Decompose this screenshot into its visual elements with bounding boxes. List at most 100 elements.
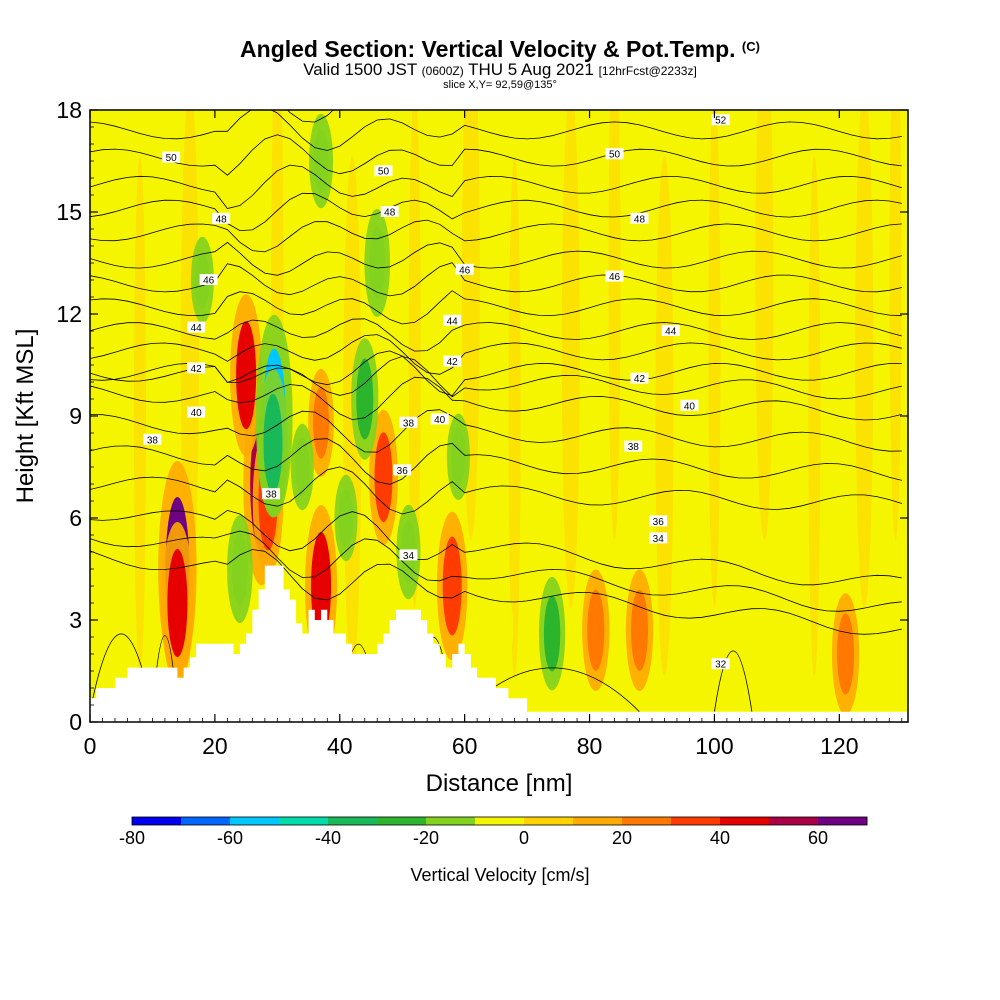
label-text: 52 bbox=[715, 116, 727, 127]
theta-contour bbox=[90, 334, 902, 375]
velocity-cell bbox=[837, 613, 855, 695]
label-text: 38 bbox=[628, 442, 640, 453]
label-text: 36 bbox=[397, 466, 409, 477]
velocity-cell bbox=[356, 358, 374, 440]
theta-contour bbox=[90, 409, 902, 453]
terrain-profile bbox=[90, 565, 908, 722]
theta-contour-label: 40 bbox=[187, 406, 206, 419]
velocity-cell bbox=[374, 432, 393, 523]
theta-contour-label: 46 bbox=[199, 274, 218, 287]
label-box bbox=[711, 658, 730, 670]
colorbar-swatch bbox=[132, 817, 182, 825]
label-box bbox=[393, 464, 412, 476]
colorbar-swatch bbox=[230, 817, 280, 825]
chart-title: Angled Section: Vertical Velocity & Pot.… bbox=[240, 36, 760, 62]
label-text: 48 bbox=[216, 214, 228, 225]
theta-contour bbox=[90, 509, 902, 586]
theta-contour bbox=[90, 219, 902, 253]
theta-contour-label: 48 bbox=[212, 212, 231, 225]
label-text: 46 bbox=[203, 276, 215, 287]
x-tick-label: 40 bbox=[327, 733, 353, 759]
colorbar: -80 -60 -40 -20 0 20 40 60 bbox=[119, 816, 868, 848]
label-box bbox=[605, 148, 624, 160]
band bbox=[508, 156, 521, 676]
colorbar-swatch bbox=[377, 817, 427, 825]
theta-contour-label: 38 bbox=[262, 488, 281, 501]
theta-contour-labels: 32 34 34 36 36 38 38 38 38 40 40 40 42 42 42 44 44 44 46 46… bbox=[143, 114, 730, 671]
colorbar-swatch bbox=[524, 817, 574, 825]
x-tick-label: 120 bbox=[820, 733, 858, 759]
y-tick-label: 18 bbox=[56, 97, 82, 123]
label-text: 38 bbox=[403, 418, 415, 429]
theta-contours bbox=[90, 110, 902, 713]
colorbar-tick-label: -20 bbox=[413, 828, 439, 848]
plot-area: 32 34 34 36 36 38 38 38 38 40 40 40 42 42 42 44 44 44 46 46… bbox=[90, 110, 908, 722]
colorbar-frame bbox=[131, 816, 868, 826]
theta-contour bbox=[90, 290, 902, 325]
band bbox=[608, 110, 621, 540]
label-box bbox=[187, 406, 206, 418]
velocity-cell bbox=[726, 627, 741, 681]
label-text: 42 bbox=[191, 364, 203, 375]
label-box bbox=[711, 114, 730, 126]
label-text: 46 bbox=[459, 265, 471, 276]
colorbar-swatch bbox=[279, 817, 329, 825]
band bbox=[889, 110, 902, 540]
label-text: 38 bbox=[147, 435, 159, 446]
colorbar-tick-label: 40 bbox=[710, 828, 730, 848]
y-tick-label: 9 bbox=[69, 403, 82, 429]
label-box bbox=[187, 321, 206, 333]
label-text: 44 bbox=[665, 327, 677, 338]
velocity-cell bbox=[263, 393, 283, 493]
theta-contour-label: 38 bbox=[624, 440, 643, 453]
label-box bbox=[380, 206, 399, 217]
x-tick-label: 80 bbox=[577, 733, 603, 759]
theta-contour-label: 42 bbox=[443, 355, 462, 368]
velocity-cell bbox=[369, 227, 386, 299]
band bbox=[655, 156, 674, 676]
theta-contour-label: 44 bbox=[661, 325, 680, 338]
theta-contour bbox=[90, 438, 902, 485]
velocity-cell bbox=[543, 595, 561, 672]
band bbox=[755, 110, 774, 540]
label-text: 46 bbox=[609, 272, 621, 283]
colorbar-swatch bbox=[671, 817, 721, 825]
band bbox=[408, 110, 421, 608]
theta-contour-label: 50 bbox=[374, 165, 393, 178]
colorbar-swatch bbox=[426, 817, 476, 825]
label-box bbox=[649, 515, 668, 527]
label-box bbox=[605, 270, 624, 282]
theta-contour bbox=[90, 241, 902, 276]
label-text: 44 bbox=[447, 316, 459, 327]
theta-contour-label: 42 bbox=[630, 372, 649, 385]
label-box bbox=[680, 399, 699, 411]
band bbox=[808, 156, 821, 676]
band bbox=[133, 156, 146, 676]
y-tick-label: 15 bbox=[56, 199, 82, 225]
x-tick-label: 60 bbox=[452, 733, 478, 759]
label-box bbox=[649, 532, 668, 544]
colorbar-swatch bbox=[622, 817, 672, 825]
label-text: 50 bbox=[166, 153, 178, 164]
x-tick-label: 0 bbox=[84, 733, 97, 759]
velocity-cell bbox=[630, 589, 648, 671]
velocity-cell bbox=[295, 438, 310, 496]
label-box bbox=[162, 151, 181, 163]
label-box bbox=[262, 488, 281, 500]
theta-contour-label: 38 bbox=[143, 433, 162, 446]
label-text: 42 bbox=[447, 357, 459, 368]
label-box bbox=[630, 212, 649, 224]
theta-contour-label: 40 bbox=[680, 399, 699, 412]
velocity-cell bbox=[313, 386, 330, 459]
theta-contour-label: 48 bbox=[630, 212, 649, 225]
label-text: 32 bbox=[715, 660, 727, 671]
x-axis-label: Distance [nm] bbox=[426, 770, 573, 797]
colorbar-swatch bbox=[328, 817, 378, 825]
colorbar-tick-label: -60 bbox=[217, 828, 243, 848]
velocity-cell bbox=[167, 549, 188, 657]
label-text: 34 bbox=[403, 551, 415, 562]
theta-contour bbox=[90, 350, 902, 397]
theta-contour bbox=[90, 376, 902, 421]
label-text: 34 bbox=[653, 534, 665, 545]
